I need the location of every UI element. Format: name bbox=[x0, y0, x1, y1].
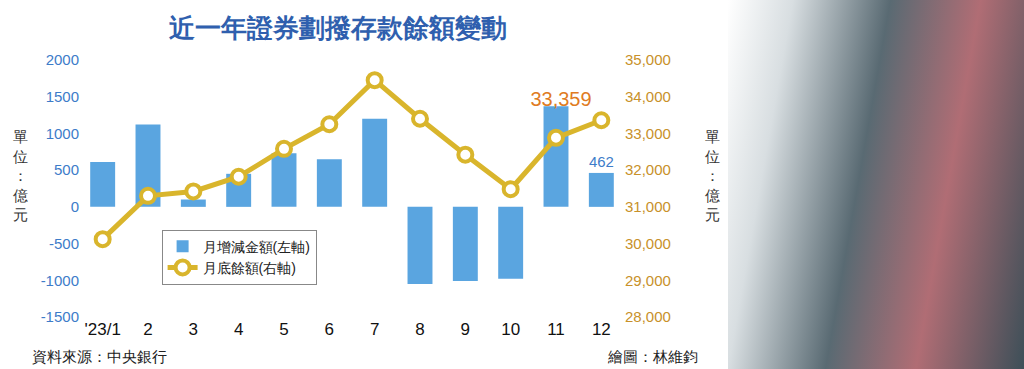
svg-text:繪圖：林維鈞: 繪圖：林維鈞 bbox=[607, 348, 698, 365]
svg-text:500: 500 bbox=[54, 161, 79, 178]
svg-text:1500: 1500 bbox=[46, 88, 79, 105]
svg-text:7: 7 bbox=[370, 320, 379, 339]
svg-text:資料來源：中央銀行: 資料來源：中央銀行 bbox=[32, 348, 167, 365]
svg-text:8: 8 bbox=[415, 320, 424, 339]
svg-text:-1500: -1500 bbox=[41, 308, 79, 325]
svg-text:5: 5 bbox=[279, 320, 288, 339]
svg-text:28,000: 28,000 bbox=[625, 308, 671, 325]
svg-text:34,000: 34,000 bbox=[625, 88, 671, 105]
svg-text:單位：億元: 單位：億元 bbox=[13, 128, 28, 223]
svg-text:462: 462 bbox=[589, 153, 614, 170]
svg-text:月增減金額(左軸): 月增減金額(左軸) bbox=[203, 239, 310, 255]
svg-text:33,359: 33,359 bbox=[530, 88, 591, 110]
svg-text:3: 3 bbox=[189, 320, 198, 339]
svg-text:近一年證券劃撥存款餘額變動: 近一年證券劃撥存款餘額變動 bbox=[169, 13, 507, 43]
svg-text:單位：億元: 單位：億元 bbox=[705, 128, 720, 223]
svg-text:6: 6 bbox=[325, 320, 334, 339]
svg-text:12: 12 bbox=[592, 320, 611, 339]
svg-text:-500: -500 bbox=[49, 235, 79, 252]
svg-text:29,000: 29,000 bbox=[625, 272, 671, 289]
svg-text:30,000: 30,000 bbox=[625, 235, 671, 252]
svg-text:33,000: 33,000 bbox=[625, 125, 671, 142]
svg-text:-1000: -1000 bbox=[41, 272, 79, 289]
svg-text:4: 4 bbox=[234, 320, 243, 339]
svg-text:32,000: 32,000 bbox=[625, 161, 671, 178]
svg-text:35,000: 35,000 bbox=[625, 51, 671, 68]
svg-text:1000: 1000 bbox=[46, 125, 79, 142]
svg-text:9: 9 bbox=[461, 320, 470, 339]
svg-text:11: 11 bbox=[547, 320, 565, 339]
svg-text:31,000: 31,000 bbox=[625, 198, 671, 215]
svg-text:2: 2 bbox=[143, 320, 152, 339]
svg-text:'23/1: '23/1 bbox=[84, 320, 120, 339]
svg-text:0: 0 bbox=[71, 198, 79, 215]
svg-text:10: 10 bbox=[501, 320, 520, 339]
svg-text:月底餘額(右軸): 月底餘額(右軸) bbox=[203, 260, 296, 276]
svg-text:2000: 2000 bbox=[46, 51, 79, 68]
